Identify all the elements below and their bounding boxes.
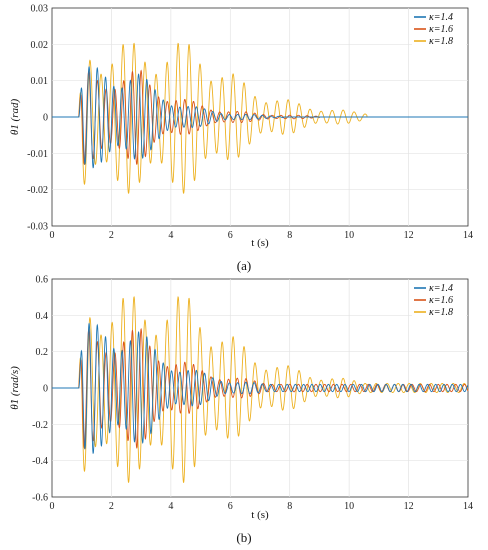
x-tick-label: 2 [109, 230, 114, 241]
x-tick-label: 0 [50, 230, 55, 241]
y-tick-label: -0.2 [32, 420, 48, 431]
y-axis-label-b: θ̇1 (rad/s) [9, 366, 21, 410]
y-ticks-a: -0.03 -0.02 -0.01 0 0.01 0.02 0.03 [27, 4, 48, 233]
y-tick-label: 0 [43, 384, 48, 395]
x-tick-label: 10 [344, 501, 354, 512]
y-tick-label: -0.6 [32, 493, 48, 504]
x-tick-label: 6 [228, 501, 233, 512]
legend-label: κ=1.6 [429, 24, 453, 35]
series-layer-a [52, 42, 468, 194]
x-tick-label: 4 [168, 230, 173, 241]
x-tick-label: 12 [404, 230, 414, 241]
y-tick-label: 0.4 [36, 311, 49, 322]
caption-a: (a) [237, 258, 251, 273]
legend-a: κ=1.4κ=1.6κ=1.8 [412, 10, 466, 50]
legend-b: κ=1.4κ=1.6κ=1.8 [412, 281, 466, 321]
x-ticks-a: 0 2 4 6 8 10 12 14 [50, 230, 474, 241]
x-tick-label: 14 [463, 501, 473, 512]
y-tick-label: 0.01 [31, 76, 49, 87]
y-tick-label: 0 [43, 113, 48, 124]
panel-b-chart: 0 2 4 6 8 10 12 14 -0.6 -0.4 -0.2 0 0.2 0.4 0.6 t (s)… [9, 275, 473, 546]
y-tick-label: -0.03 [27, 222, 48, 233]
x-axis-label-a: t (s) [251, 237, 269, 249]
y-tick-label: 0.6 [36, 275, 49, 286]
y-ticks-b: -0.6 -0.4 -0.2 0 0.2 0.4 0.6 [32, 275, 48, 504]
x-axis-label-b: t (s) [251, 509, 269, 521]
legend-label: κ=1.8 [429, 307, 453, 318]
x-tick-label: 0 [50, 501, 55, 512]
series-line [52, 322, 469, 455]
x-ticks-b: 0 2 4 6 8 10 12 14 [50, 501, 474, 512]
y-axis-label-a: θ1 (rad) [9, 99, 21, 136]
x-tick-label: 4 [168, 501, 173, 512]
y-tick-label: -0.4 [32, 456, 48, 467]
x-tick-label: 8 [287, 230, 292, 241]
series-layer-b [52, 296, 469, 483]
y-tick-label: -0.02 [27, 185, 48, 196]
caption-b: (b) [236, 530, 251, 545]
panel-a-chart: 0 2 4 6 8 10 12 14 -0.03 -0.02 -0.01 0 0.01 0.02 0.03… [9, 4, 473, 274]
legend-label: κ=1.4 [429, 12, 453, 23]
x-tick-label: 8 [287, 501, 292, 512]
y-tick-label: 0.02 [31, 40, 49, 51]
series-line [52, 296, 469, 483]
x-tick-label: 14 [463, 230, 473, 241]
series-line [52, 66, 468, 169]
legend-label: κ=1.8 [429, 36, 453, 47]
legend-label: κ=1.4 [429, 283, 453, 294]
legend-label: κ=1.6 [429, 295, 453, 306]
x-tick-label: 6 [228, 230, 233, 241]
y-tick-label: 0.03 [31, 4, 49, 15]
x-tick-label: 12 [404, 501, 414, 512]
y-tick-label: 0.2 [36, 347, 49, 358]
y-tick-label: -0.01 [27, 149, 48, 160]
x-tick-label: 2 [109, 501, 114, 512]
x-tick-label: 10 [344, 230, 354, 241]
